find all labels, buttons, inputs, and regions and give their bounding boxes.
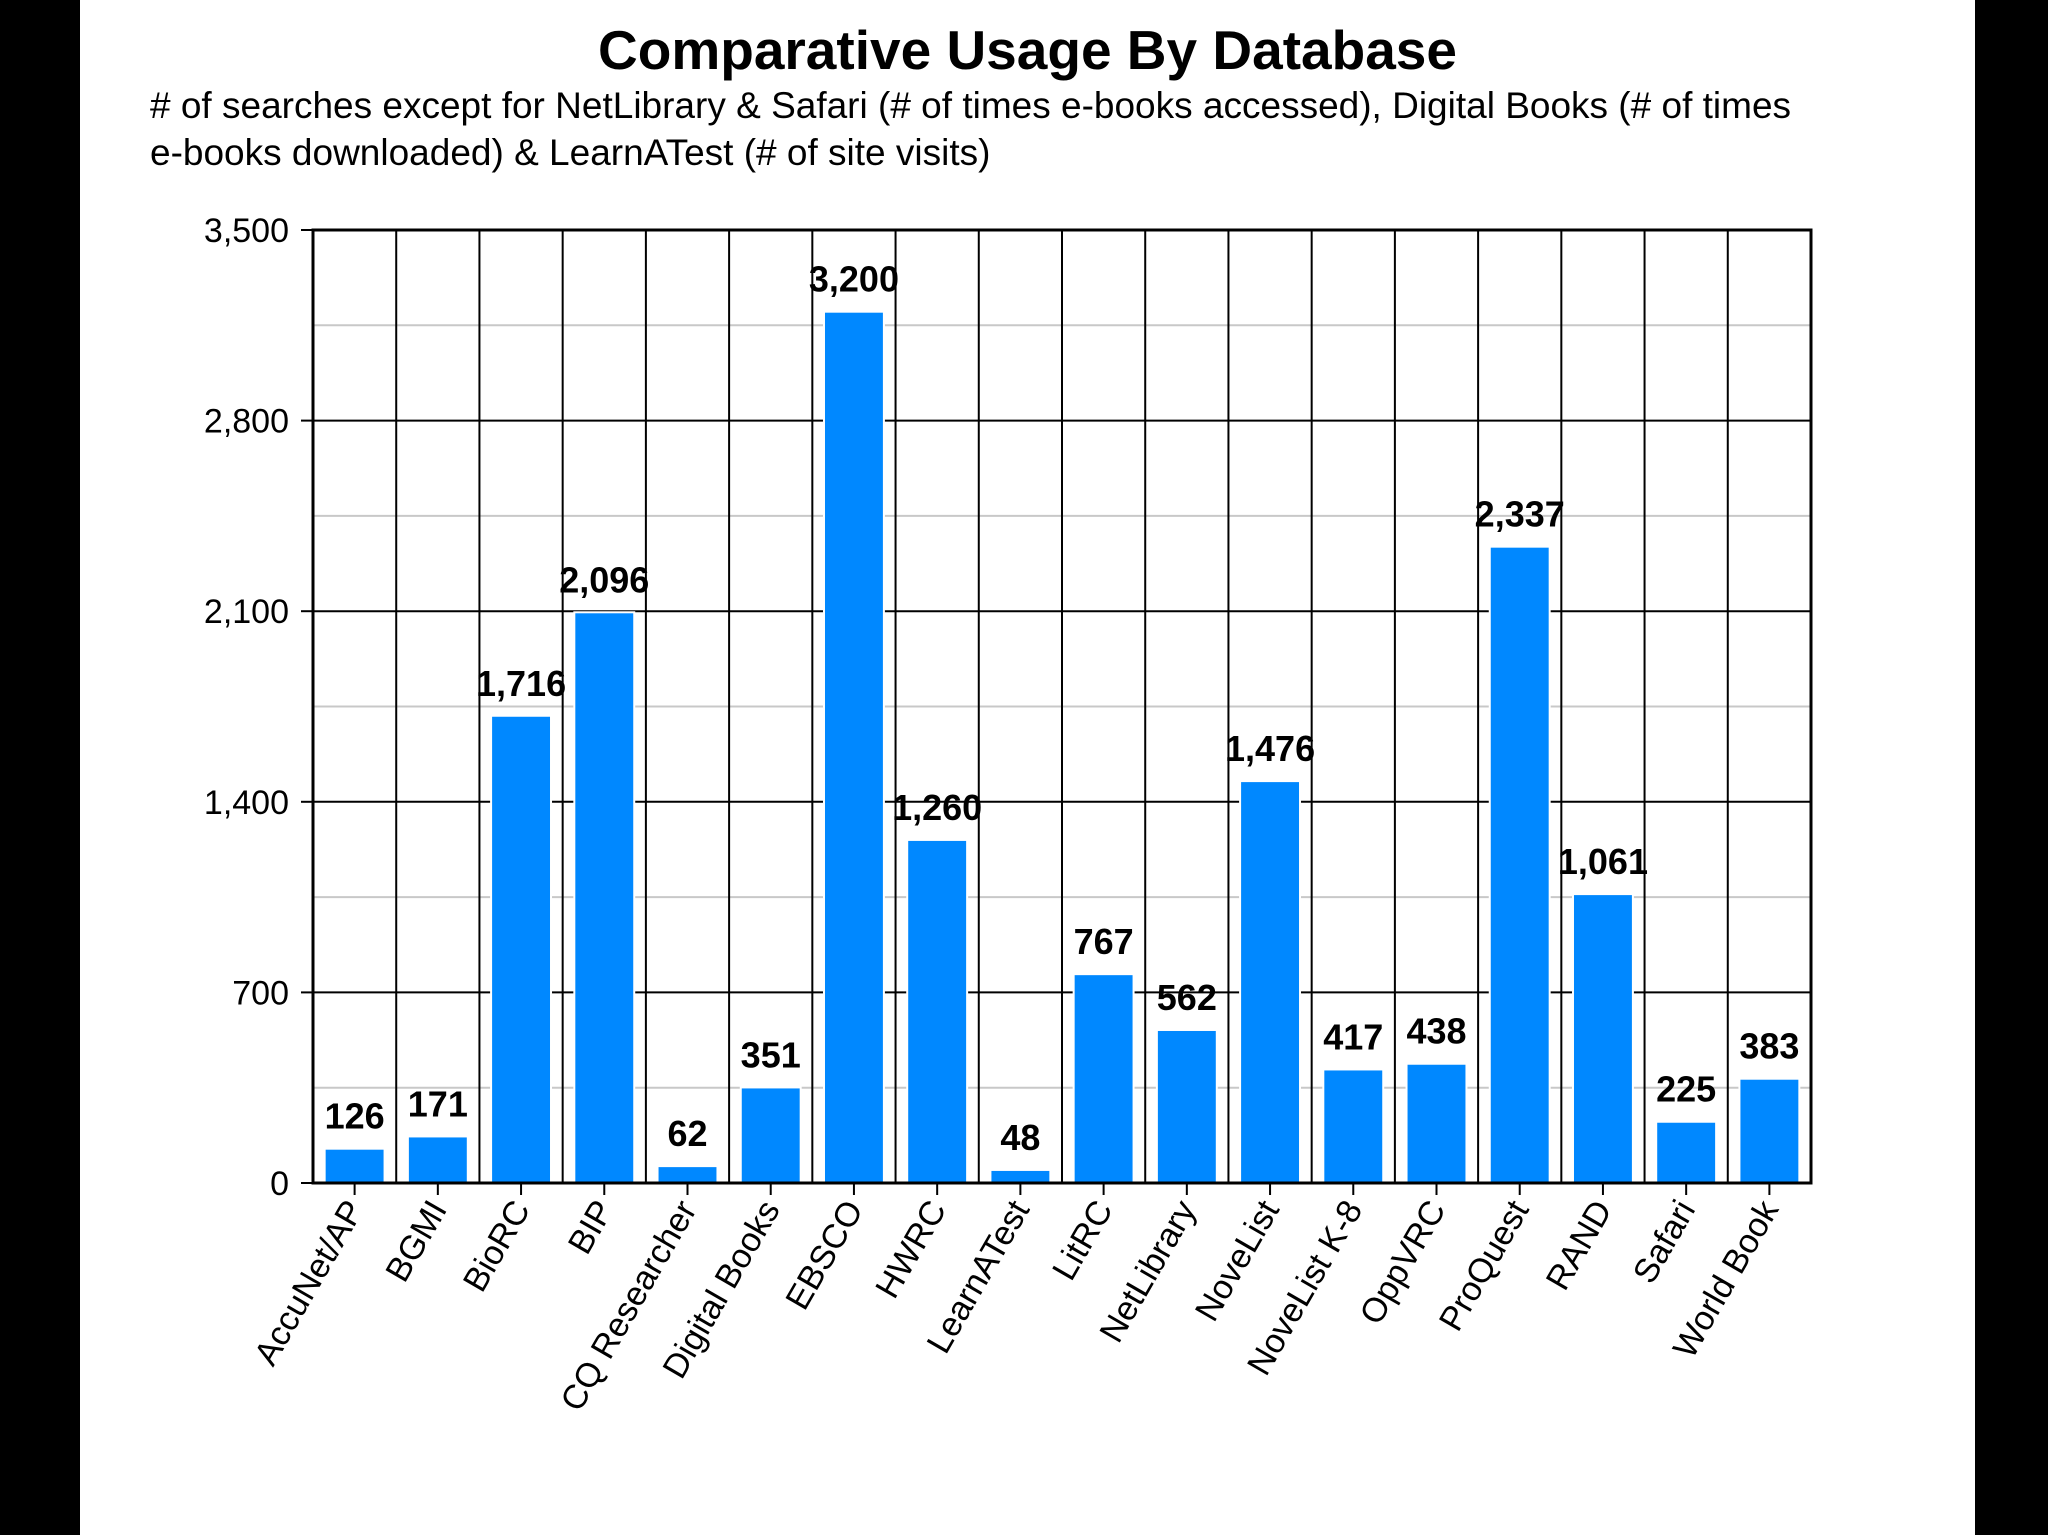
x-tick-label: RAND bbox=[1539, 1194, 1620, 1296]
x-tick-label: BIP bbox=[561, 1194, 621, 1260]
bar-oppvrc bbox=[1405, 1062, 1468, 1185]
bar-novelist-k-8 bbox=[1322, 1068, 1385, 1185]
y-tick-label: 0 bbox=[270, 1165, 289, 1203]
y-tick-label: 2,100 bbox=[204, 593, 289, 631]
data-label: 562 bbox=[1157, 977, 1217, 1018]
bar-world-book bbox=[1738, 1077, 1801, 1185]
bar-bgmi bbox=[406, 1135, 469, 1184]
y-tick-label: 3,500 bbox=[204, 212, 289, 250]
bar-digital-books bbox=[739, 1086, 802, 1185]
data-label: 417 bbox=[1323, 1016, 1383, 1057]
x-tick-label: BGMI bbox=[378, 1194, 454, 1288]
x-tick-label: EBSCO bbox=[778, 1194, 870, 1316]
data-label: 1,260 bbox=[892, 787, 982, 828]
bar-netlibrary bbox=[1155, 1028, 1218, 1185]
data-label: 1,716 bbox=[476, 663, 566, 704]
bar-rand bbox=[1571, 893, 1634, 1184]
plot-border bbox=[311, 228, 1813, 1185]
bar-litrc bbox=[1072, 973, 1135, 1184]
bar-learnatest bbox=[989, 1168, 1052, 1185]
data-label: 1,061 bbox=[1558, 841, 1648, 882]
y-tick-label: 700 bbox=[232, 974, 289, 1012]
bars bbox=[323, 310, 1801, 1185]
chart-subtitle: # of searches except for NetLibrary & Sa… bbox=[150, 85, 1792, 173]
x-tick-label: HWRC bbox=[868, 1194, 954, 1305]
data-label: 126 bbox=[325, 1096, 385, 1137]
data-label: 171 bbox=[408, 1083, 468, 1124]
data-label: 438 bbox=[1406, 1011, 1466, 1052]
y-axis: 0 700 1,400 2,100 2,800 3,500 bbox=[204, 212, 313, 1203]
bar-accunet-ap bbox=[323, 1147, 386, 1185]
y-tick-label: 1,400 bbox=[204, 784, 289, 822]
y-tick-label: 2,800 bbox=[204, 403, 289, 441]
x-tick-label: AccuNet/AP bbox=[247, 1194, 372, 1372]
data-labels: 126 171 1,716 2,096 62 351 3,200 1,260 48 767 562 1… bbox=[325, 259, 1800, 1158]
data-label: 48 bbox=[1000, 1117, 1040, 1158]
bar-hwrc bbox=[906, 838, 969, 1184]
bar-proquest bbox=[1488, 545, 1551, 1184]
data-label: 351 bbox=[741, 1034, 801, 1075]
bar-bip bbox=[573, 611, 636, 1184]
x-tick-label: BioRC bbox=[456, 1194, 538, 1298]
data-label: 225 bbox=[1656, 1069, 1716, 1110]
data-label: 2,096 bbox=[559, 559, 649, 600]
bar-novelist bbox=[1239, 780, 1302, 1184]
bar-biorc bbox=[490, 714, 553, 1184]
x-tick-label: Safari bbox=[1626, 1194, 1703, 1290]
x-tick-label: LitRC bbox=[1045, 1194, 1120, 1287]
bar-cq-researcher bbox=[656, 1165, 719, 1184]
bar-safari bbox=[1655, 1120, 1718, 1185]
data-label: 383 bbox=[1739, 1026, 1799, 1067]
plot-frame bbox=[311, 228, 1813, 1185]
bar-ebsco bbox=[822, 310, 885, 1184]
data-label: 2,337 bbox=[1475, 494, 1565, 535]
data-label: 3,200 bbox=[809, 259, 899, 300]
data-label: 1,476 bbox=[1225, 728, 1315, 769]
data-label: 62 bbox=[667, 1113, 707, 1154]
chart-title: Comparative Usage By Database bbox=[598, 19, 1457, 81]
data-label: 767 bbox=[1074, 921, 1134, 962]
